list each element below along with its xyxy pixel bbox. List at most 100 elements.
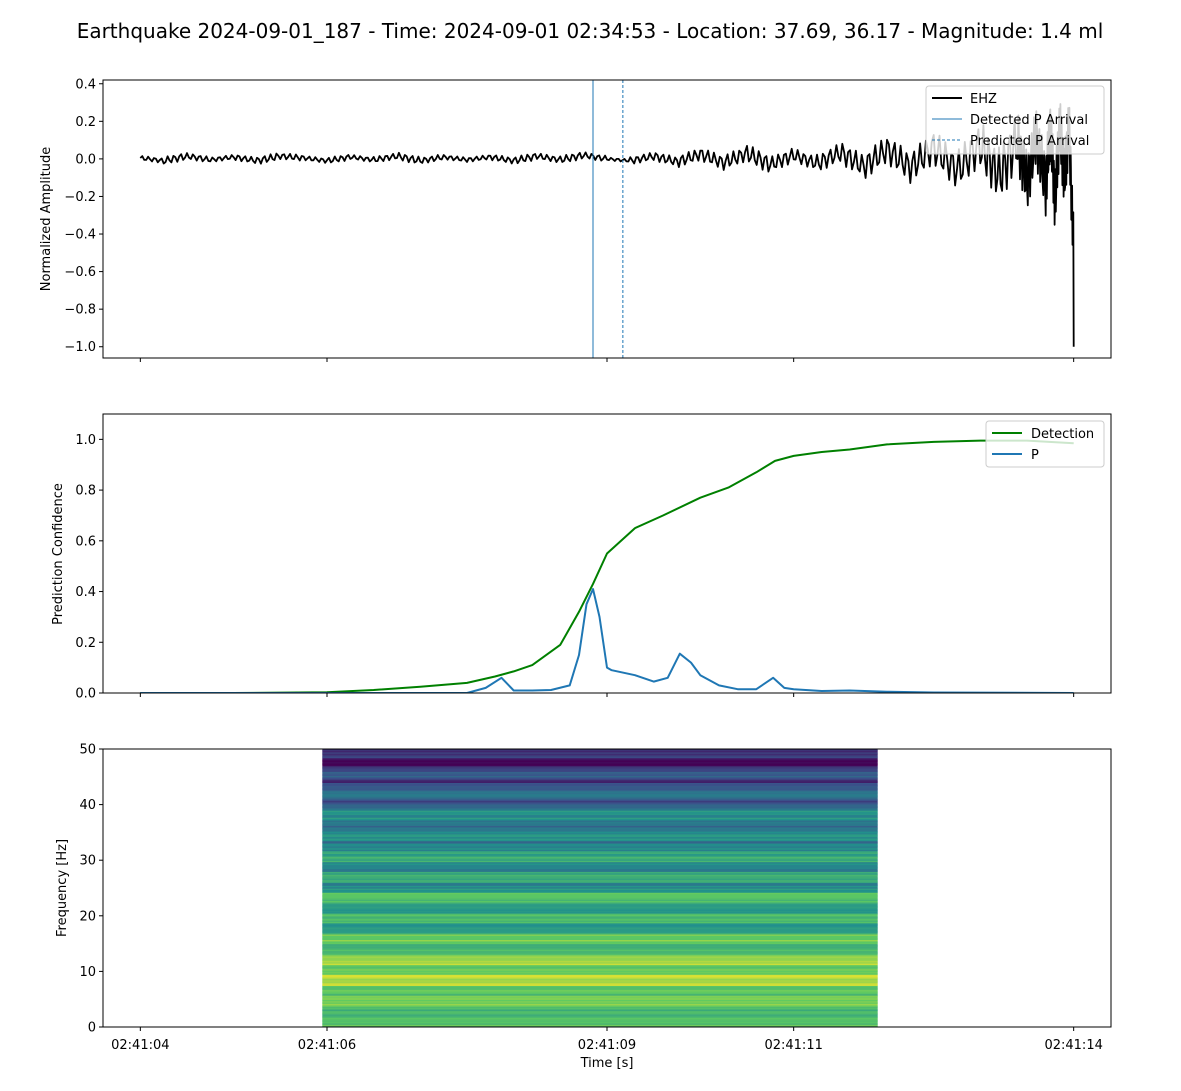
- spectrogram-row: [322, 961, 878, 964]
- legend-detected-p: Detected P Arrival: [970, 113, 1088, 128]
- y-tick-label: 10: [79, 965, 96, 980]
- spectrogram-row: [322, 775, 878, 778]
- spectrogram-row: [322, 975, 878, 978]
- spectrogram-row: [322, 943, 878, 946]
- spectrogram-row: [322, 1021, 878, 1024]
- spectrogram-row: [322, 894, 878, 897]
- spectrogram-row: [322, 936, 878, 939]
- y-tick-label: 1.0: [75, 433, 96, 448]
- x-tick-label: 02:41:06: [298, 1038, 356, 1053]
- spectrogram-row: [322, 819, 878, 822]
- spectrogram-row: [322, 958, 878, 961]
- spectrogram-row: [322, 874, 878, 877]
- spectrogram-row: [322, 919, 878, 922]
- spectrogram-row: [322, 824, 878, 827]
- spectrogram-row: [322, 979, 878, 982]
- x-tick-label: 02:41:11: [764, 1038, 822, 1053]
- legend-ehz: EHZ: [970, 92, 997, 107]
- spectrogram-row: [322, 925, 878, 928]
- spectrogram-row: [322, 780, 878, 783]
- spectrogram-row: [322, 1024, 878, 1027]
- spectrogram-row: [322, 776, 878, 779]
- spectrogram-row: [322, 883, 878, 886]
- spectrogram-row: [322, 800, 878, 803]
- spectrogram-row: [322, 801, 878, 804]
- spectrogram-row: [322, 854, 878, 857]
- spectrogram-row: [322, 990, 878, 993]
- y-tick-label: −1.0: [64, 340, 96, 355]
- spectrogram-row: [322, 893, 878, 896]
- x-tick-label: 02:41:04: [111, 1038, 169, 1053]
- spectrogram-row: [322, 794, 878, 797]
- y-tick-label: 0.0: [75, 687, 96, 702]
- y-tick-label: 20: [79, 909, 96, 924]
- spectrogram-row: [322, 807, 878, 810]
- spectrogram-row: [322, 1022, 878, 1025]
- spectrogram-row: [322, 786, 878, 789]
- spectrogram-row: [322, 878, 878, 881]
- spectrogram-row: [322, 924, 878, 927]
- spectrogram-row: [322, 872, 878, 875]
- spectrogram-row: [322, 762, 878, 765]
- spectrogram-row: [322, 938, 878, 941]
- y-tick-label: 0: [88, 1021, 96, 1036]
- spectrogram-row: [322, 862, 878, 865]
- spectrogram-row: [322, 831, 878, 833]
- spectrogram-row: [322, 908, 878, 911]
- spectrogram-row: [322, 997, 878, 1000]
- spectrogram-row: [322, 860, 878, 863]
- spectrogram-row: [322, 917, 878, 920]
- spectrogram-row: [322, 837, 878, 840]
- spectrogram-row: [322, 814, 878, 817]
- spectrogram-row: [322, 982, 878, 985]
- spectrogram-row: [322, 1025, 878, 1027]
- spectrogram-row: [322, 789, 878, 792]
- spectrogram-row: [322, 1015, 878, 1018]
- spectrogram-row: [322, 1003, 878, 1006]
- spectrogram-row: [322, 764, 878, 767]
- spectrogram-row: [322, 1013, 878, 1016]
- spectrogram-row: [322, 921, 878, 924]
- spectrogram-row: [322, 815, 878, 818]
- spectrogram-row: [322, 1008, 878, 1011]
- spectrogram-row: [322, 797, 878, 800]
- spectrogram-row: [322, 996, 878, 999]
- legend-predicted-p: Predicted P Arrival: [970, 134, 1089, 149]
- spectrogram-row: [322, 965, 878, 968]
- spectrogram-row: [322, 913, 878, 916]
- spectrogram-row: [322, 978, 878, 981]
- spectrogram-row: [322, 942, 878, 945]
- spectrogram-row: [322, 907, 878, 910]
- prediction-ylabel: Prediction Confidence: [51, 483, 66, 625]
- spectrogram-row: [322, 1001, 878, 1004]
- waveform-panel: 0.4 0.2 0.0 −0.2 −0.4 −0.6 −0.8 −1.0 Normalized…: [39, 77, 1112, 362]
- y-tick-label: −0.8: [64, 303, 96, 318]
- spectrogram-row: [322, 974, 878, 977]
- spectrogram-row: [322, 799, 878, 802]
- spectrogram-row: [322, 896, 878, 899]
- spectrogram-row: [322, 986, 878, 989]
- spectrogram-row: [322, 769, 878, 772]
- spectrogram-row: [322, 796, 878, 799]
- prediction-panel: 0.0 0.2 0.4 0.6 0.8 1.0 Prediction Confidence…: [51, 413, 1112, 702]
- spectrogram-row: [322, 783, 878, 786]
- spectrogram-row: [322, 840, 878, 843]
- spectrogram-row: [322, 812, 878, 815]
- y-tick-label: 0.4: [75, 77, 96, 92]
- spectrogram-row: [322, 946, 878, 949]
- spectrogram-row: [322, 871, 878, 874]
- spectrogram-row: [322, 868, 878, 871]
- spectrogram-row: [322, 932, 878, 935]
- spectrogram-row: [322, 929, 878, 932]
- spectrogram-row: [322, 750, 878, 753]
- y-tick-label: 0.6: [75, 534, 96, 549]
- spectrogram-row: [322, 922, 878, 925]
- spectrogram-row: [322, 931, 878, 934]
- waveform-legend: EHZ Detected P Arrival Predicted P Arriv…: [925, 85, 1105, 155]
- spectrogram-row: [322, 828, 878, 831]
- spectrogram-row: [322, 882, 878, 885]
- spectrogram-row: [322, 792, 878, 795]
- spectrogram-row: [322, 953, 878, 956]
- spectrogram-row: [322, 754, 878, 757]
- y-tick-label: 30: [79, 854, 96, 869]
